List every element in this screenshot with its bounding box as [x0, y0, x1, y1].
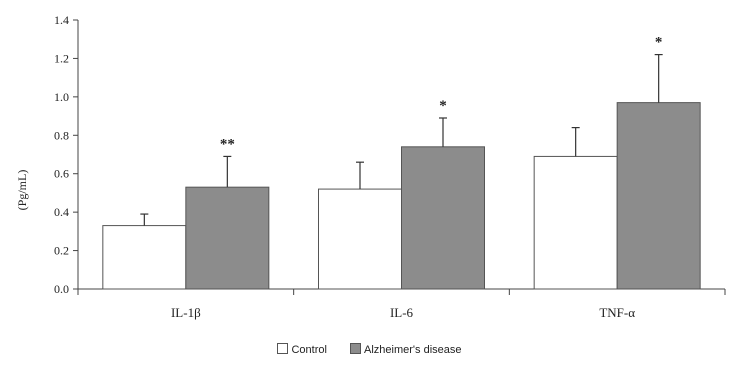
legend-label-alzheimers: Alzheimer's disease — [364, 344, 462, 356]
y-tick-label: 1.0 — [54, 90, 69, 104]
y-tick-label: 0.8 — [54, 128, 69, 142]
y-tick-label: 1.4 — [54, 13, 69, 27]
significance-label: * — [655, 35, 663, 51]
x-tick-label: IL-1β — [171, 305, 201, 320]
bar-chart: 0.0 0.2 0.4 0.6 0.8 1.0 1.2 1.4 ** IL-1β * IL-6 * TN… — [15, 13, 726, 320]
x-tick-label: TNF-α — [599, 305, 635, 320]
bar-alzheimers-1 — [401, 146, 485, 290]
bar-control-0 — [102, 225, 187, 290]
y-tick-label: 1.2 — [54, 51, 69, 65]
legend-item-alzheimers: Alzheimer's disease — [350, 343, 462, 356]
chart-bars — [102, 53, 701, 290]
bar-alzheimers-0 — [185, 186, 270, 290]
legend-label-control: Control — [291, 344, 327, 356]
x-tick-label: IL-6 — [390, 305, 414, 320]
bar-control-2 — [533, 155, 618, 290]
legend-swatch-alzheimers — [350, 343, 362, 354]
chart-labels: ** IL-1β * IL-6 * TNF-α — [171, 35, 662, 320]
bar-alzheimers-2 — [616, 102, 701, 290]
y-tick-label: 0.2 — [54, 244, 69, 258]
significance-label: * — [439, 98, 447, 114]
chart-legend: Control Alzheimer's disease — [0, 343, 739, 356]
significance-label: ** — [220, 136, 235, 152]
y-axis-label: (Pg/mL) — [15, 170, 29, 211]
y-tick-label: 0.0 — [54, 282, 69, 296]
legend-item-control: Control — [277, 343, 327, 356]
y-tick-label: 0.6 — [54, 167, 69, 181]
bar-control-1 — [318, 188, 402, 290]
y-tick-label: 0.4 — [54, 205, 69, 219]
legend-swatch-control — [277, 343, 289, 354]
